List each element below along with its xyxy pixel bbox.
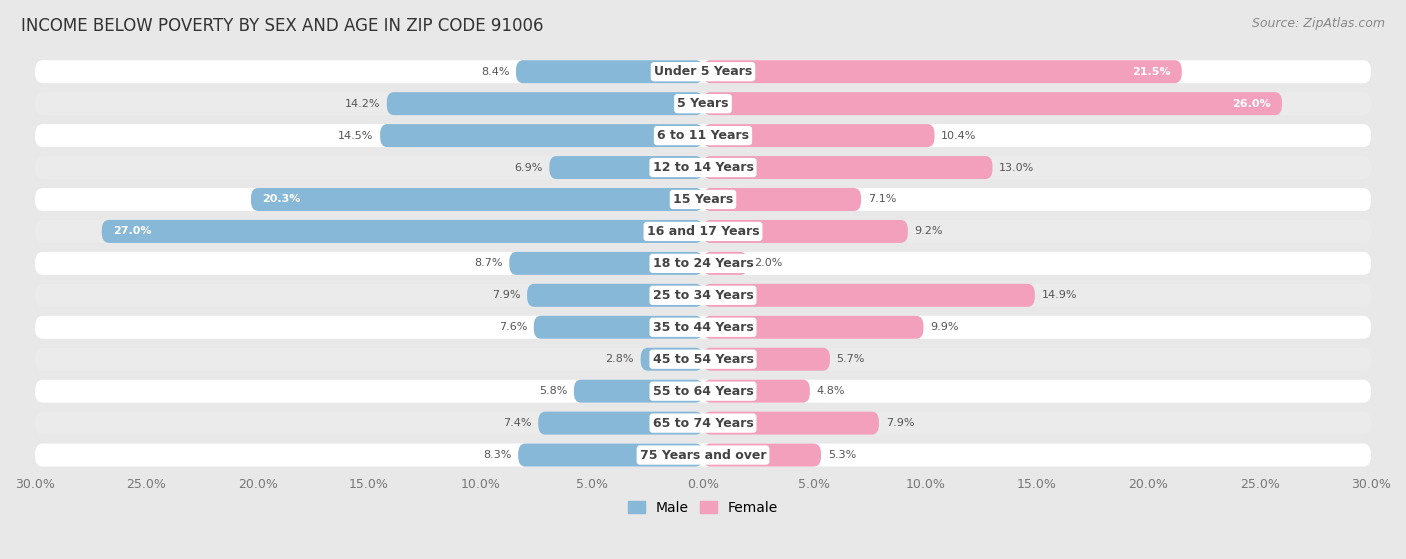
FancyBboxPatch shape <box>35 156 1371 179</box>
Text: 7.9%: 7.9% <box>492 290 520 300</box>
Text: 6.9%: 6.9% <box>515 163 543 173</box>
Text: 8.4%: 8.4% <box>481 67 509 77</box>
FancyBboxPatch shape <box>35 380 1371 402</box>
Text: 35 to 44 Years: 35 to 44 Years <box>652 321 754 334</box>
FancyBboxPatch shape <box>35 443 1371 467</box>
FancyBboxPatch shape <box>574 380 703 402</box>
Text: 9.2%: 9.2% <box>914 226 943 236</box>
FancyBboxPatch shape <box>250 188 703 211</box>
FancyBboxPatch shape <box>35 348 1371 371</box>
FancyBboxPatch shape <box>703 92 1282 115</box>
FancyBboxPatch shape <box>35 124 1371 147</box>
Text: 75 Years and over: 75 Years and over <box>640 448 766 462</box>
Text: 27.0%: 27.0% <box>112 226 152 236</box>
FancyBboxPatch shape <box>519 443 703 467</box>
Text: 14.9%: 14.9% <box>1042 290 1077 300</box>
Text: 65 to 74 Years: 65 to 74 Years <box>652 416 754 430</box>
FancyBboxPatch shape <box>703 188 860 211</box>
Text: 8.3%: 8.3% <box>484 450 512 460</box>
FancyBboxPatch shape <box>101 220 703 243</box>
Text: INCOME BELOW POVERTY BY SEX AND AGE IN ZIP CODE 91006: INCOME BELOW POVERTY BY SEX AND AGE IN Z… <box>21 17 544 35</box>
FancyBboxPatch shape <box>35 188 1371 211</box>
FancyBboxPatch shape <box>703 348 830 371</box>
FancyBboxPatch shape <box>35 411 1371 434</box>
FancyBboxPatch shape <box>703 60 1182 83</box>
FancyBboxPatch shape <box>534 316 703 339</box>
FancyBboxPatch shape <box>641 348 703 371</box>
Text: 7.9%: 7.9% <box>886 418 914 428</box>
Text: 55 to 64 Years: 55 to 64 Years <box>652 385 754 397</box>
FancyBboxPatch shape <box>509 252 703 275</box>
Text: 5.8%: 5.8% <box>538 386 567 396</box>
Text: 7.1%: 7.1% <box>868 195 896 205</box>
FancyBboxPatch shape <box>703 220 908 243</box>
Text: 15 Years: 15 Years <box>673 193 733 206</box>
Text: 7.4%: 7.4% <box>503 418 531 428</box>
FancyBboxPatch shape <box>550 156 703 179</box>
FancyBboxPatch shape <box>35 92 1371 115</box>
Text: Under 5 Years: Under 5 Years <box>654 65 752 78</box>
Text: 21.5%: 21.5% <box>1132 67 1171 77</box>
Text: 16 and 17 Years: 16 and 17 Years <box>647 225 759 238</box>
FancyBboxPatch shape <box>35 60 1371 83</box>
Text: 7.6%: 7.6% <box>499 323 527 332</box>
FancyBboxPatch shape <box>703 284 1035 307</box>
Text: 2.8%: 2.8% <box>606 354 634 364</box>
FancyBboxPatch shape <box>516 60 703 83</box>
Text: 6 to 11 Years: 6 to 11 Years <box>657 129 749 142</box>
FancyBboxPatch shape <box>538 411 703 434</box>
Text: 14.2%: 14.2% <box>344 98 380 108</box>
Text: 5.7%: 5.7% <box>837 354 865 364</box>
FancyBboxPatch shape <box>35 220 1371 243</box>
Legend: Male, Female: Male, Female <box>623 495 783 520</box>
Text: 14.5%: 14.5% <box>337 131 374 141</box>
FancyBboxPatch shape <box>527 284 703 307</box>
Text: 26.0%: 26.0% <box>1232 98 1271 108</box>
Text: 25 to 34 Years: 25 to 34 Years <box>652 289 754 302</box>
FancyBboxPatch shape <box>703 443 821 467</box>
Text: 5.3%: 5.3% <box>828 450 856 460</box>
Text: 20.3%: 20.3% <box>262 195 301 205</box>
Text: Source: ZipAtlas.com: Source: ZipAtlas.com <box>1251 17 1385 30</box>
Text: 5 Years: 5 Years <box>678 97 728 110</box>
Text: 4.8%: 4.8% <box>817 386 845 396</box>
FancyBboxPatch shape <box>35 252 1371 275</box>
FancyBboxPatch shape <box>703 156 993 179</box>
FancyBboxPatch shape <box>35 316 1371 339</box>
FancyBboxPatch shape <box>703 252 748 275</box>
Text: 45 to 54 Years: 45 to 54 Years <box>652 353 754 366</box>
FancyBboxPatch shape <box>380 124 703 147</box>
Text: 10.4%: 10.4% <box>941 131 977 141</box>
Text: 8.7%: 8.7% <box>474 258 502 268</box>
FancyBboxPatch shape <box>387 92 703 115</box>
FancyBboxPatch shape <box>703 124 935 147</box>
FancyBboxPatch shape <box>35 284 1371 307</box>
Text: 12 to 14 Years: 12 to 14 Years <box>652 161 754 174</box>
FancyBboxPatch shape <box>703 380 810 402</box>
Text: 18 to 24 Years: 18 to 24 Years <box>652 257 754 270</box>
Text: 13.0%: 13.0% <box>1000 163 1035 173</box>
Text: 9.9%: 9.9% <box>931 323 959 332</box>
FancyBboxPatch shape <box>703 411 879 434</box>
Text: 2.0%: 2.0% <box>754 258 783 268</box>
FancyBboxPatch shape <box>703 316 924 339</box>
